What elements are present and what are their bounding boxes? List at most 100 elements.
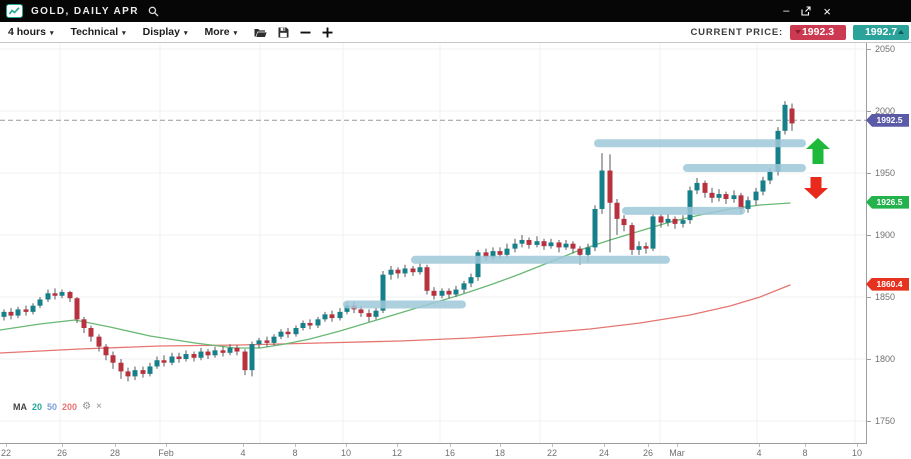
candle-body	[37, 299, 43, 306]
candle-body	[103, 346, 109, 356]
candle-body	[599, 170, 605, 209]
candle-body	[52, 293, 58, 296]
candle-body	[15, 309, 21, 316]
candle-body	[300, 323, 306, 328]
candle-body	[723, 194, 729, 200]
more-dropdown[interactable]: More ▾	[205, 26, 238, 38]
candle-body	[176, 356, 182, 359]
candle-body	[344, 305, 350, 312]
current-price-label: CURRENT PRICE:	[690, 26, 783, 38]
time-tick-mark	[450, 444, 451, 447]
candle-body	[497, 251, 503, 255]
price-tick-mark	[867, 420, 871, 422]
candle-body	[702, 182, 708, 193]
chart-toolbar: 4 hours ▾ Technical ▾ Display ▾ More ▾ C…	[0, 22, 911, 43]
candle-body	[643, 246, 649, 249]
candle-body	[607, 170, 613, 203]
support-resistance-zone	[683, 164, 806, 173]
display-dropdown[interactable]: Display ▾	[143, 26, 188, 38]
candle-body	[424, 267, 430, 291]
candle-body	[738, 195, 744, 209]
candle-body	[147, 366, 153, 374]
candle-body	[125, 371, 131, 377]
candle-body	[154, 360, 160, 367]
candle-body	[74, 298, 80, 320]
price-axis[interactable]: 2050 2000 1950 1900 1850 1800 1750 1992.5 1926.5…	[866, 43, 911, 443]
candle-body	[716, 194, 722, 198]
ask-price-badge[interactable]: 1992.7	[853, 24, 909, 40]
time-tick-label: 16	[444, 448, 455, 458]
candle-body	[23, 309, 29, 312]
price-tick-label: 1900	[875, 230, 896, 240]
ma-indicator-legend: MA 20 50 200 ⚙ ×	[13, 401, 102, 412]
app-logo-icon	[6, 4, 23, 18]
candle-body	[672, 218, 678, 224]
candle-body	[366, 313, 372, 317]
price-chart-svg[interactable]	[0, 43, 866, 443]
minimize-button[interactable]: –	[783, 4, 790, 17]
breakdown-down-arrow	[804, 177, 828, 199]
arrow-down-icon	[795, 29, 801, 34]
candle-body	[169, 356, 175, 363]
candle-body	[337, 311, 343, 319]
timeframe-label: 4 hours	[8, 26, 46, 38]
candle-body	[767, 171, 773, 181]
ma-slow-price-tag: 1860.4	[866, 277, 909, 291]
time-tick-mark	[805, 444, 806, 447]
candle-body	[67, 292, 73, 299]
candle-body	[694, 182, 700, 191]
ask-price-value: 1992.7	[864, 26, 898, 38]
close-indicator-icon[interactable]: ×	[96, 401, 102, 412]
display-label: Display	[142, 26, 180, 38]
time-tick-label: 22	[546, 448, 557, 458]
candle-body	[548, 242, 554, 247]
candle-body	[8, 311, 14, 316]
candle-body	[307, 323, 313, 326]
technical-dropdown[interactable]: Technical ▾	[70, 26, 125, 38]
price-tick-label: 1950	[875, 168, 896, 178]
bid-price-value: 1992.3	[801, 26, 835, 38]
candle-body	[278, 331, 284, 337]
open-folder-icon[interactable]	[254, 27, 267, 38]
more-label: More	[204, 26, 230, 38]
time-tick-mark	[115, 444, 116, 447]
time-tick-label: 24	[598, 448, 609, 458]
save-icon[interactable]	[278, 27, 289, 38]
candle-body	[373, 310, 379, 317]
support-resistance-zone	[411, 255, 670, 264]
breakout-up-arrow	[806, 138, 830, 164]
zoom-out-button[interactable]	[300, 27, 311, 38]
candle-body	[461, 283, 467, 290]
price-tick-label: 2050	[875, 44, 896, 54]
time-tick-mark	[648, 444, 649, 447]
search-icon[interactable]	[148, 6, 159, 17]
zoom-in-button[interactable]	[322, 27, 333, 38]
candle-body	[242, 351, 248, 371]
time-tick-label: 8	[292, 448, 298, 458]
timeframe-dropdown[interactable]: 4 hours ▾	[8, 26, 53, 38]
time-tick-mark	[346, 444, 347, 447]
candle-body	[45, 293, 51, 300]
last-price-tag: 1992.5	[866, 113, 909, 127]
chart-area: 2050 2000 1950 1900 1850 1800 1750 1992.5 1926.5…	[0, 43, 911, 459]
time-tick-mark	[500, 444, 501, 447]
ma-legend-label: MA	[13, 401, 27, 412]
candle-body	[753, 191, 759, 201]
candle-body	[380, 274, 386, 311]
restore-button[interactable]	[801, 6, 811, 16]
time-axis[interactable]: 22 26 28 Feb 4 8 10 12 16 18 22 24 26 Mar 4 8 10	[0, 443, 867, 459]
candle-body	[760, 180, 766, 192]
candle-body	[439, 290, 445, 296]
candle-body	[264, 340, 270, 343]
candle-body	[256, 340, 262, 345]
gear-icon[interactable]: ⚙	[82, 401, 92, 412]
bid-price-badge[interactable]: 1992.3	[790, 24, 846, 40]
support-resistance-zone	[622, 206, 745, 215]
ma-period-200: 200	[62, 401, 78, 412]
arrow-up-icon	[898, 29, 904, 34]
candle-body	[614, 202, 620, 219]
candle-body	[198, 351, 204, 358]
close-button[interactable]: ×	[823, 3, 831, 19]
candle-body	[227, 347, 233, 353]
candle-body	[161, 360, 167, 363]
